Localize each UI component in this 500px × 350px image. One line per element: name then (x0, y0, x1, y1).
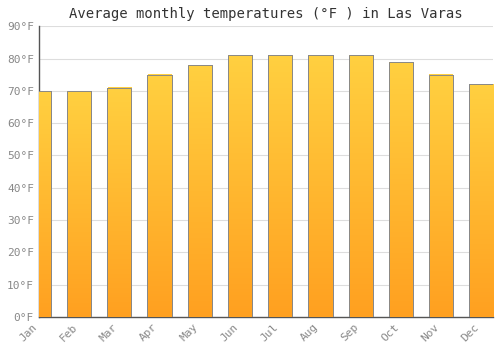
Bar (148, 75, 172, 317)
Bar (188, 65, 212, 317)
Bar (429, 75, 453, 317)
Bar (107, 88, 132, 317)
Bar (228, 55, 252, 317)
Bar (268, 55, 292, 317)
Bar (148, 75, 172, 317)
Bar (188, 65, 212, 317)
Bar (67, 91, 91, 317)
Bar (26, 91, 51, 317)
Bar (348, 55, 373, 317)
Bar (470, 84, 494, 317)
Bar (389, 62, 413, 317)
Bar (348, 55, 373, 317)
Bar (26, 91, 51, 317)
Bar (470, 84, 494, 317)
Bar (67, 91, 91, 317)
Bar (268, 55, 292, 317)
Bar (389, 62, 413, 317)
Bar (429, 75, 453, 317)
Bar (228, 55, 252, 317)
Bar (308, 55, 332, 317)
Bar (107, 88, 132, 317)
Title: Average monthly temperatures (°F ) in Las Varas: Average monthly temperatures (°F ) in La… (69, 7, 462, 21)
Bar (308, 55, 332, 317)
